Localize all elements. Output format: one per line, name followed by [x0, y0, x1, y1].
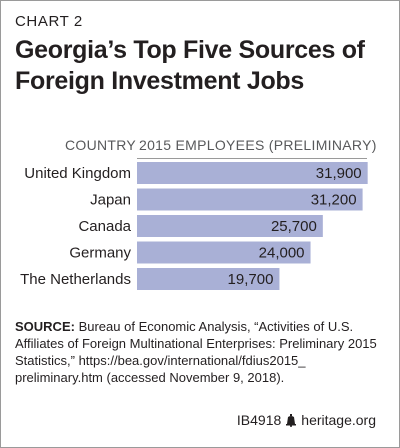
category-label: The Netherlands	[20, 271, 131, 288]
country-column-header: COUNTRY	[65, 137, 137, 153]
value-label: 19,700	[228, 271, 274, 288]
value-label: 31,200	[311, 192, 357, 209]
source-text: Bureau of Economic Analysis, “Activities…	[15, 319, 377, 385]
bar-chart: United Kingdom 31,900 Japan 31,200 Canada 25,…	[20, 162, 368, 290]
bar	[137, 241, 311, 264]
footer: IB4918 heritage.org	[237, 412, 376, 428]
source-label: SOURCE:	[15, 319, 75, 334]
report-code: IB4918	[236, 412, 282, 428]
bar	[137, 162, 368, 184]
value-label: 31,900	[316, 165, 362, 182]
bar	[137, 268, 280, 290]
category-label: United Kingdom	[24, 165, 131, 182]
bar	[137, 188, 363, 211]
category-label: Japan	[90, 192, 131, 209]
bar	[137, 215, 323, 237]
category-label: Canada	[78, 218, 131, 235]
website-link[interactable]: heritage.org	[301, 412, 376, 428]
source-note: SOURCE: Bureau of Economic Analysis, “Ac…	[15, 318, 387, 386]
value-column-header: 2015 EMPLOYEES (PRELIMINARY)	[139, 137, 377, 153]
header-divider	[137, 158, 367, 159]
chart-number: CHART 2	[15, 13, 83, 30]
category-label: Germany	[69, 245, 131, 262]
value-label: 25,700	[271, 218, 317, 235]
chart-title: Georgia’s Top Five Sources of Foreign In…	[15, 36, 365, 95]
value-label: 24,000	[259, 245, 305, 262]
liberty-bell-icon	[286, 413, 297, 427]
